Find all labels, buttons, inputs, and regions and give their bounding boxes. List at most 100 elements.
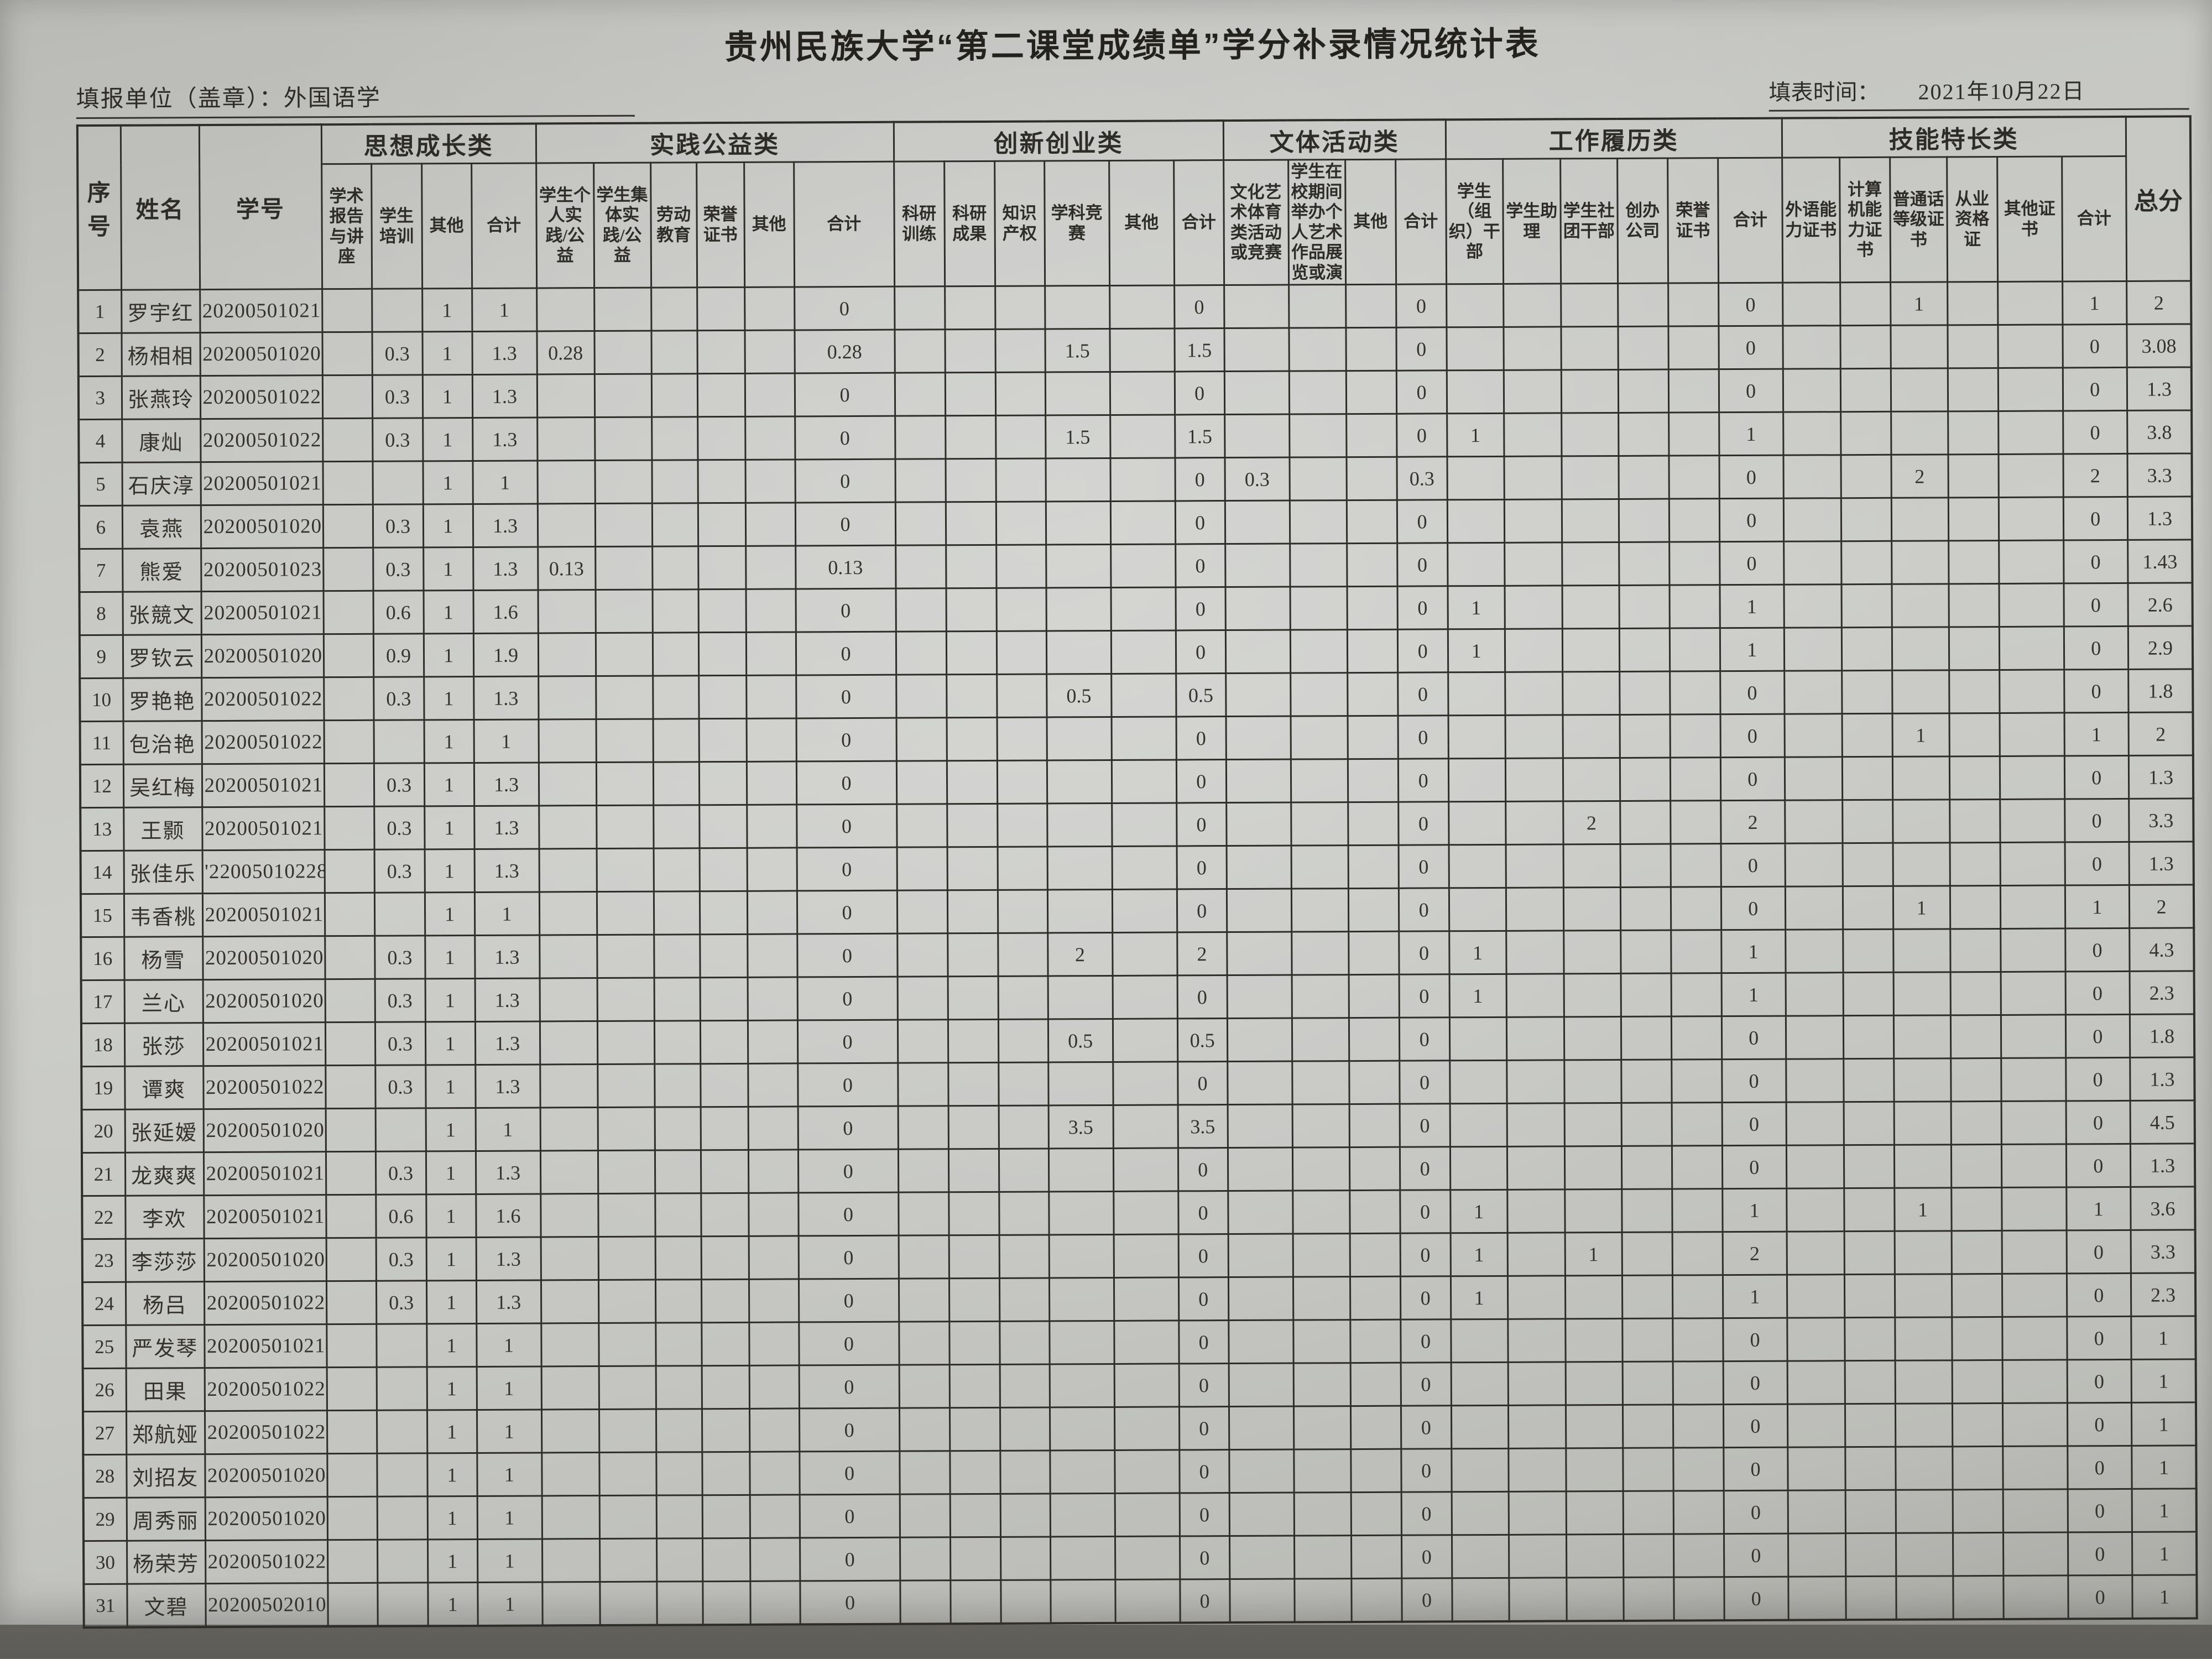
cell	[998, 976, 1048, 1020]
cell	[1294, 1579, 1352, 1623]
cell	[1505, 801, 1563, 845]
student-name: 郑航娅	[126, 1411, 205, 1455]
cell	[1843, 1058, 1894, 1103]
cell: 0.5	[1177, 1019, 1228, 1062]
cell: 2.9	[2128, 626, 2193, 670]
cell: 0	[1397, 629, 1448, 673]
cell	[697, 460, 745, 504]
cell	[2000, 756, 2065, 800]
cell	[2001, 1187, 2067, 1231]
cell: 0	[1174, 285, 1224, 329]
cell: 1	[1450, 1233, 1508, 1277]
cell	[1999, 627, 2064, 670]
cell: 0	[2066, 1230, 2131, 1274]
cell	[995, 329, 1045, 373]
cell	[1291, 846, 1349, 889]
cell	[1049, 1364, 1115, 1408]
cell	[1845, 1447, 1896, 1491]
col-header: 荣誉证书	[696, 162, 745, 288]
cell	[1786, 1145, 1844, 1189]
cell: 2	[1722, 1232, 1787, 1276]
student-name: 康灿	[122, 419, 201, 463]
cell	[1841, 498, 1892, 542]
cell	[1288, 328, 1346, 372]
cell	[1449, 1103, 1507, 1147]
student-id: 202005010204	[205, 1454, 327, 1498]
cell: 1	[1449, 931, 1506, 975]
cell: 0	[2062, 367, 2127, 411]
cell: 0.28	[794, 330, 895, 374]
cell: 1	[425, 978, 475, 1022]
cell: 0	[1399, 1018, 1450, 1061]
cell	[597, 1150, 655, 1194]
cell	[1997, 325, 2063, 368]
cell: 1	[426, 1410, 477, 1454]
cell	[1292, 1018, 1349, 1062]
cell	[701, 1193, 749, 1237]
cell: 1.3	[474, 849, 539, 893]
student-name: 罗宇红	[121, 290, 200, 333]
cell	[750, 1581, 800, 1625]
cell	[1785, 800, 1843, 844]
cell	[322, 418, 373, 462]
cell: 1.3	[475, 1065, 540, 1108]
cell	[1509, 1578, 1567, 1622]
cell	[1348, 974, 1400, 1019]
cell: 1	[477, 1582, 542, 1626]
cell	[1114, 1364, 1180, 1407]
cell	[1294, 1536, 1352, 1579]
row-seq: 12	[80, 764, 124, 808]
cell	[745, 416, 795, 460]
cell	[1895, 1317, 1952, 1361]
cell	[749, 1365, 799, 1409]
cell	[1892, 757, 1950, 800]
student-name: 谭爽	[124, 1066, 204, 1110]
cell	[1292, 1234, 1350, 1277]
cell	[1507, 1362, 1566, 1406]
cell: 0	[2064, 842, 2130, 886]
cell	[895, 416, 946, 460]
cell	[1953, 1575, 2004, 1620]
cell	[1670, 801, 1721, 844]
cell: 0	[2066, 1144, 2131, 1188]
cell	[1892, 800, 1950, 843]
cell	[697, 330, 745, 374]
cell	[1348, 845, 1399, 889]
cell: 1	[427, 1496, 478, 1540]
cell: 0	[2063, 410, 2127, 455]
cell	[1000, 1537, 1051, 1580]
cell	[541, 1323, 599, 1367]
cell	[1113, 1191, 1178, 1235]
cell	[1229, 1493, 1295, 1537]
row-seq: 3	[78, 376, 122, 420]
cell: 0	[1396, 327, 1447, 371]
cell: 1.8	[2130, 1014, 2195, 1058]
cell	[1224, 500, 1290, 545]
cell	[540, 1193, 598, 1238]
cell	[1228, 1191, 1293, 1235]
cell	[950, 1494, 1001, 1538]
cell	[1844, 1274, 1895, 1318]
cell	[599, 1452, 656, 1496]
cell	[1347, 543, 1397, 587]
cell	[1349, 1147, 1400, 1191]
cell	[899, 1451, 950, 1495]
cell	[1786, 1059, 1844, 1103]
student-name: 张競文	[122, 592, 201, 635]
cell: 0	[1174, 372, 1225, 415]
cell: 0	[794, 286, 895, 331]
cell	[596, 719, 653, 763]
cell	[1291, 889, 1349, 932]
cell	[652, 546, 698, 590]
cell	[1289, 414, 1347, 458]
cell: 0.3	[372, 418, 423, 462]
cell	[1788, 1533, 1846, 1577]
cell: 0	[799, 1451, 900, 1495]
cell	[999, 1321, 1050, 1365]
cell	[1669, 585, 1720, 629]
cell	[1504, 456, 1562, 500]
cell	[595, 546, 653, 590]
cell	[945, 286, 995, 330]
student-id: 202005010206	[202, 936, 325, 980]
cell: 1	[422, 504, 473, 548]
